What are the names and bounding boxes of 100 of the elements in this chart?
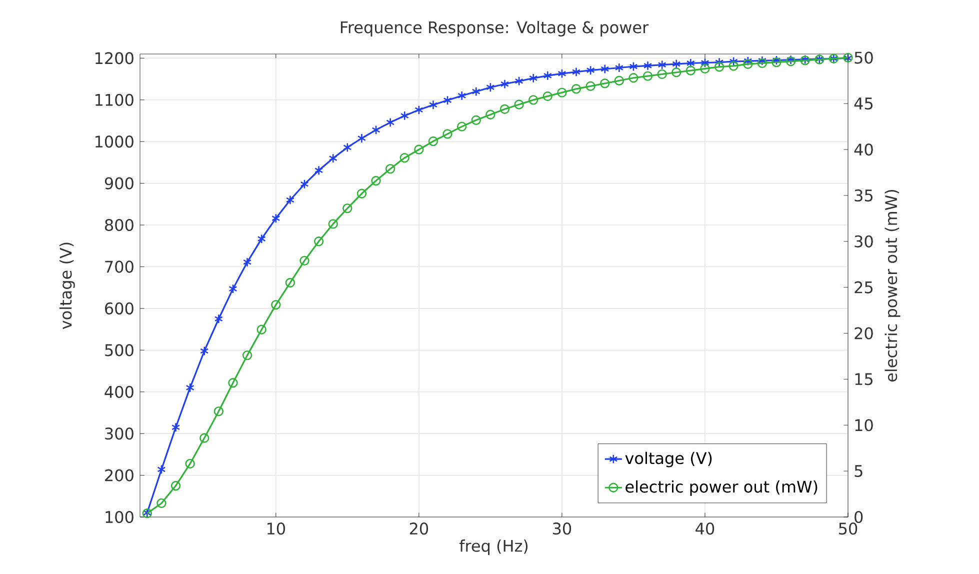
point	[286, 195, 294, 205]
point	[600, 78, 610, 88]
point	[170, 480, 181, 491]
point	[729, 56, 738, 66]
point	[686, 66, 696, 76]
point	[500, 104, 510, 114]
point	[185, 458, 195, 469]
point	[629, 62, 638, 72]
point	[458, 90, 466, 101]
point	[156, 498, 166, 508]
point	[314, 166, 324, 176]
x-tick-label: 10	[267, 522, 285, 535]
point	[300, 179, 309, 189]
legend-label: voltage (V)	[625, 452, 712, 468]
x-tick-label: 20	[410, 522, 428, 535]
point	[542, 91, 552, 102]
point	[272, 213, 280, 224]
point	[186, 382, 194, 393]
point	[600, 64, 610, 74]
point	[743, 59, 753, 69]
point	[744, 56, 752, 66]
point	[758, 56, 766, 66]
point	[371, 176, 381, 186]
point	[256, 324, 266, 334]
point	[757, 58, 768, 68]
y2-tick-label: 25	[854, 281, 872, 294]
point	[700, 58, 710, 68]
point	[386, 118, 395, 128]
point	[657, 69, 667, 80]
point	[242, 257, 252, 267]
y2-tick-label: 10	[855, 419, 873, 432]
point	[414, 144, 424, 154]
point	[528, 95, 538, 105]
point	[628, 73, 638, 83]
point	[486, 82, 495, 92]
y-tick-label: 900	[104, 177, 134, 190]
point	[228, 378, 238, 388]
x-tick-label: 30	[552, 522, 572, 535]
point	[557, 88, 567, 98]
y-tick-label: 400	[104, 386, 134, 398]
point	[171, 422, 180, 432]
point	[529, 73, 538, 84]
y-axis-title: voltage (V)	[59, 242, 75, 330]
y-tick-label: 1100	[96, 94, 134, 106]
point	[228, 284, 238, 294]
y2-tick-label: 35	[854, 189, 872, 202]
point	[672, 68, 682, 78]
point	[586, 65, 595, 76]
point	[686, 58, 695, 68]
y-tick-label: 1000	[96, 136, 134, 148]
point	[500, 79, 510, 89]
point	[714, 62, 724, 72]
point	[471, 115, 481, 125]
point	[428, 136, 438, 146]
point	[257, 234, 266, 244]
point	[285, 278, 296, 288]
point	[456, 122, 467, 132]
y2-tick-label: 0	[854, 510, 863, 524]
y2-tick-label: 15	[855, 373, 872, 386]
point	[558, 68, 566, 78]
point	[214, 406, 224, 416]
y-tick-label: 800	[105, 218, 134, 232]
point	[514, 76, 524, 86]
point	[672, 59, 681, 69]
point	[200, 346, 209, 356]
y-tick-label: 600	[105, 302, 134, 314]
point	[442, 129, 452, 139]
point	[614, 76, 624, 86]
y2-tick-label: 5	[854, 465, 862, 478]
point	[514, 100, 524, 110]
y-tick-label: 300	[105, 428, 134, 440]
y-tick-label: 500	[105, 344, 134, 356]
y2-tick-label: 40	[854, 143, 873, 156]
y-tick-label: 200	[105, 469, 134, 482]
x-axis-title: freq (Hz)	[459, 540, 528, 555]
point	[214, 314, 223, 324]
point	[343, 142, 352, 152]
point	[300, 256, 310, 266]
point	[372, 125, 380, 135]
y-tick-label: 100	[106, 510, 134, 524]
point	[342, 203, 352, 214]
y2-tick-label: 30	[854, 235, 873, 248]
point	[428, 100, 438, 110]
chart-title: Frequence Response: Voltage & power	[340, 20, 649, 36]
point	[328, 219, 338, 229]
point	[714, 57, 724, 68]
legend-label: electric power out (mW)	[626, 480, 818, 496]
point	[543, 70, 552, 81]
point	[700, 64, 710, 74]
point	[400, 110, 409, 121]
point	[472, 86, 480, 96]
point	[242, 350, 252, 360]
x-tick-label: 50	[839, 522, 858, 535]
point	[614, 62, 624, 73]
point	[571, 84, 582, 94]
point	[658, 60, 666, 70]
point	[328, 153, 338, 164]
point	[200, 433, 210, 443]
point	[486, 110, 496, 120]
point	[586, 81, 596, 91]
